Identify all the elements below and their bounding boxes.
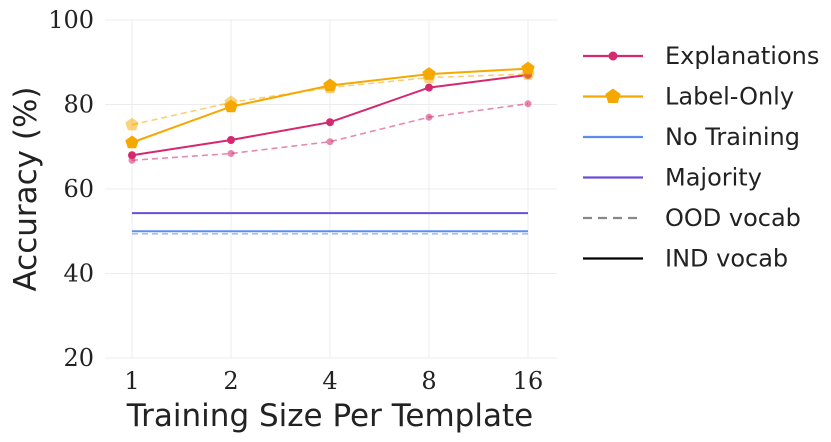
data-point <box>125 135 139 149</box>
data-point <box>128 151 136 160</box>
legend-item: IND vocab <box>583 245 788 273</box>
x-tick-label: 2 <box>223 367 238 395</box>
data-point <box>425 83 433 92</box>
data-point <box>422 70 436 84</box>
legend-item: Explanations <box>583 42 819 70</box>
x-tick-label: 16 <box>513 367 544 395</box>
data-point <box>323 80 337 94</box>
data-point <box>326 138 334 146</box>
data-point <box>521 67 535 80</box>
series-explanations-ood <box>128 100 532 164</box>
legend-marker <box>605 88 621 103</box>
data-point <box>425 113 433 121</box>
y-tick-label: 40 <box>63 260 94 288</box>
legend-label: OOD vocab <box>665 204 801 232</box>
x-tick-label: 4 <box>322 367 337 395</box>
x-axis-title: Training Size Per Template <box>126 398 533 434</box>
data-point <box>128 156 136 164</box>
data-point <box>125 117 139 131</box>
legend-item: Majority <box>583 164 762 192</box>
legend-label: Label-Only <box>665 83 794 111</box>
legend-item: OOD vocab <box>583 204 801 232</box>
y-axis-title: Accuracy (%) <box>8 86 44 291</box>
data-point <box>227 136 235 144</box>
series-line <box>131 102 529 162</box>
legend-label: Explanations <box>665 42 819 70</box>
y-tick-label: 100 <box>48 6 94 34</box>
x-tick-label: 8 <box>421 367 436 395</box>
data-point <box>326 118 334 127</box>
legend-item: Label-Only <box>583 83 794 111</box>
data-point <box>224 95 238 109</box>
legend-marker <box>608 51 618 61</box>
x-tick-label: 1 <box>124 367 139 395</box>
data-point <box>227 150 235 157</box>
series-label-only-ood <box>125 67 535 131</box>
data-point <box>524 100 532 108</box>
y-tick-label: 80 <box>63 91 94 119</box>
y-tick-label: 60 <box>63 175 94 203</box>
legend-label: Majority <box>665 164 762 192</box>
legend-item: No Training <box>583 123 800 151</box>
legend-label: IND vocab <box>665 245 788 273</box>
series-explanations-ind <box>128 70 532 160</box>
legend: Explanations Label-Only No Training Majorit… <box>583 42 819 273</box>
y-tick-label: 20 <box>63 344 94 372</box>
legend-label: No Training <box>665 123 800 151</box>
